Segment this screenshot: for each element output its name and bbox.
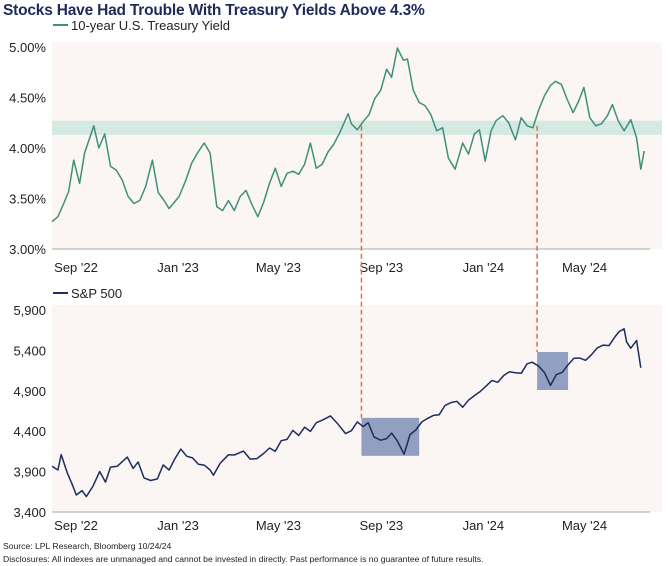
x-tick-label: Sep '23 (359, 518, 403, 533)
highlight-band (52, 120, 662, 135)
x-tick-label: May '23 (256, 260, 301, 275)
x-tick-label: Jan '23 (157, 260, 199, 275)
disclosure-note: Disclosures: All indexes are unmanaged a… (3, 554, 484, 564)
y-tick-label: 5,400 (13, 343, 46, 358)
x-tick-label: Jan '24 (463, 260, 505, 275)
x-tick-label: May '24 (562, 260, 607, 275)
legend-label: 10-year U.S. Treasury Yield (71, 18, 230, 33)
source-note: Source: LPL Research, Bloomberg 10/24/24 (3, 541, 172, 551)
y-tick-label: 5,900 (13, 303, 46, 318)
x-tick-label: Jan '24 (463, 518, 505, 533)
y-tick-label: 4,400 (13, 424, 46, 439)
yield-line (51, 47, 645, 223)
y-tick-label: 4.00% (9, 141, 46, 156)
y-tick-label: 3.50% (9, 192, 46, 207)
x-tick-label: Jan '23 (157, 518, 199, 533)
x-tick-label: Sep '23 (359, 260, 403, 275)
x-tick-label: May '23 (256, 518, 301, 533)
y-tick-label: 3,400 (13, 505, 46, 520)
y-tick-label: 4,900 (13, 384, 46, 399)
chart-title: Stocks Have Had Trouble With Treasury Yi… (3, 2, 425, 19)
y-tick-label: 3.00% (9, 242, 46, 257)
plot-background (52, 42, 662, 249)
legend-label: S&P 500 (71, 286, 122, 301)
highlight-box (361, 417, 420, 456)
plot-background (52, 305, 662, 512)
y-tick-label: 4.50% (9, 91, 46, 106)
x-tick-label: Sep '22 (54, 518, 98, 533)
x-tick-label: May '24 (562, 518, 607, 533)
sp500-line (51, 328, 642, 498)
y-tick-label: 5.00% (9, 40, 46, 55)
y-tick-label: 3,900 (13, 465, 46, 480)
x-tick-label: Sep '22 (54, 260, 98, 275)
